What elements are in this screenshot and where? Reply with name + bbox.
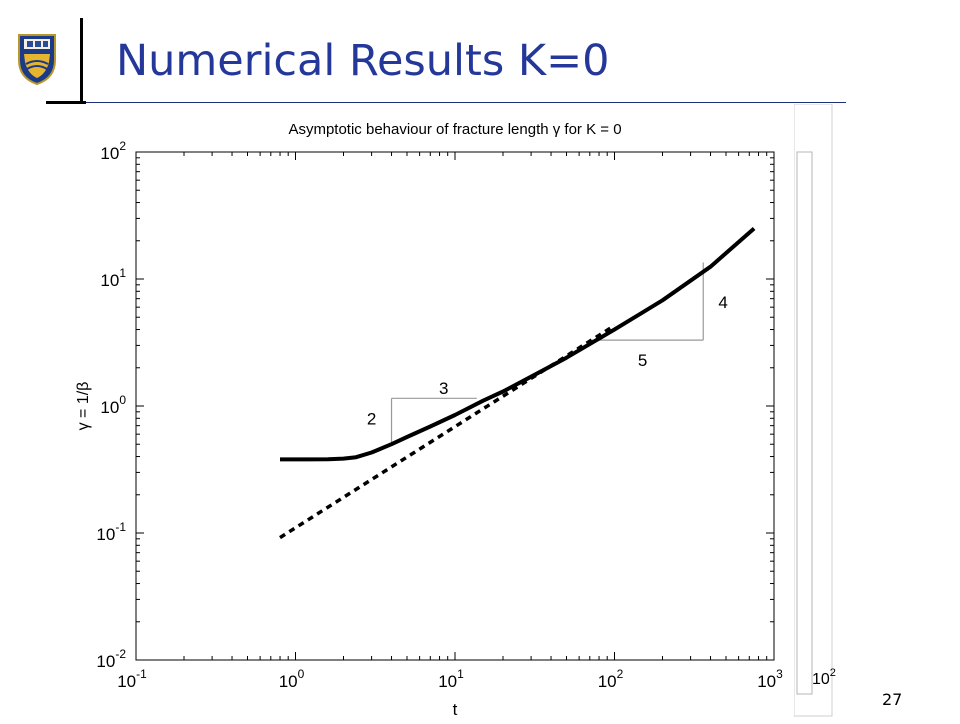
x-tick-label: 10-1 (117, 667, 147, 691)
x-tick-label: 102 (598, 667, 624, 691)
slide-number: 27 (882, 690, 903, 709)
slope-triangles: 3 2 5 4 (367, 262, 728, 445)
slide-title: Numerical Results K=0 (116, 36, 610, 86)
title-underline (86, 102, 846, 103)
title-vertical-rule (80, 18, 83, 104)
background-tick-label: 102 (812, 667, 836, 688)
x-tick-label: 103 (757, 667, 783, 691)
solution-solid-line (280, 226, 756, 462)
y-tick-label: 10-2 (96, 647, 126, 671)
y-tick-label: 10-1 (96, 520, 126, 544)
triangle-run-label: 3 (439, 379, 448, 398)
x-tick-label: 101 (438, 667, 464, 691)
background-figure-frame (793, 103, 833, 717)
asymptote-dashed-line (279, 324, 616, 540)
background-axis-frame (796, 151, 813, 695)
chart-title: Asymptotic behaviour of fracture length … (288, 121, 621, 138)
asymptotic-chart: 102 Asymptotic behaviour of fracture len… (36, 103, 836, 719)
y-tick-label: 102 (100, 139, 126, 163)
triangle-run-label: 5 (638, 351, 647, 370)
triangle-rise-label: 2 (367, 409, 376, 428)
title-horizontal-rule (46, 101, 86, 104)
y-tick-label: 101 (100, 266, 126, 290)
x-axis-label: t (453, 700, 458, 719)
triangle-rise-label: 4 (718, 293, 727, 312)
y-axis-label: γ = 1/β (75, 382, 92, 431)
x-tick-label: 100 (279, 667, 305, 691)
axis-ticks (135, 152, 774, 661)
y-tick-label: 100 (100, 393, 126, 417)
plot-area (135, 151, 775, 661)
series-group (279, 226, 756, 540)
figure: 102 Asymptotic behaviour of fracture len… (36, 103, 836, 720)
university-crest-icon (16, 32, 58, 86)
